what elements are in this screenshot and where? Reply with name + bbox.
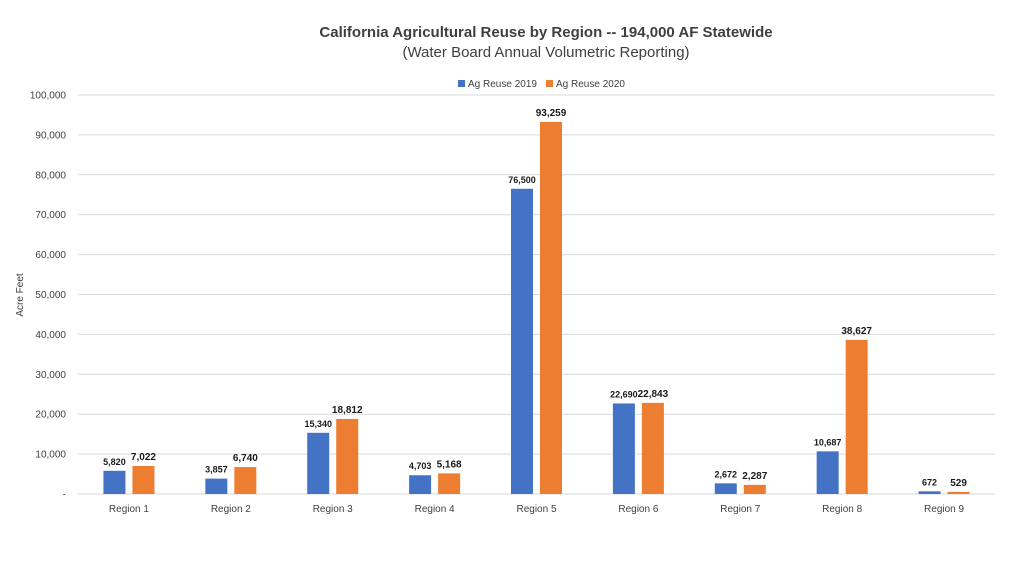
- legend-label: Ag Reuse 2020: [556, 79, 625, 90]
- y-tick-label: 20,000: [35, 410, 66, 421]
- x-category-label: Region 9: [924, 504, 964, 515]
- bar-2020: [641, 402, 664, 494]
- y-tick-label: 10,000: [35, 450, 66, 461]
- data-label: 529: [950, 478, 967, 489]
- data-label: 22,843: [638, 389, 669, 400]
- data-label: 10,687: [814, 437, 842, 447]
- y-axis-label: Acre Feet: [15, 273, 26, 317]
- y-tick-label: 70,000: [35, 210, 66, 221]
- legend-swatch: [458, 80, 465, 87]
- data-label: 38,627: [841, 326, 872, 337]
- bar-2019: [714, 483, 737, 494]
- bar-2019: [918, 491, 941, 494]
- x-category-label: Region 4: [415, 504, 455, 515]
- x-category-label: Region 7: [720, 504, 760, 515]
- x-category-label: Region 5: [516, 504, 556, 515]
- y-tick-label: -: [63, 490, 66, 501]
- y-tick-label: 50,000: [35, 290, 66, 301]
- data-label: 22,690: [610, 389, 638, 399]
- bar-2019: [307, 432, 330, 494]
- data-label: 18,812: [332, 405, 363, 416]
- legend-label: Ag Reuse 2019: [468, 79, 537, 90]
- chart-title: California Agricultural Reuse by Region …: [319, 24, 772, 41]
- bar-2020: [540, 121, 562, 494]
- bar-2019: [816, 451, 839, 494]
- data-label: 76,500: [508, 175, 536, 185]
- bar-2019: [612, 403, 635, 494]
- x-category-label: Region 3: [313, 504, 353, 515]
- x-category-label: Region 6: [618, 504, 658, 515]
- data-label: 7,022: [131, 452, 156, 463]
- data-label: 672: [922, 477, 937, 487]
- data-label: 6,740: [233, 453, 258, 464]
- bar-2020: [132, 465, 155, 494]
- x-category-label: Region 8: [822, 504, 862, 515]
- bar-2020: [438, 473, 461, 494]
- y-tick-label: 90,000: [35, 130, 66, 141]
- bar-2019: [511, 188, 533, 494]
- y-tick-label: 80,000: [35, 170, 66, 181]
- bar-2020: [845, 339, 868, 494]
- data-label: 4,703: [409, 461, 432, 471]
- data-label: 3,857: [205, 465, 228, 475]
- y-tick-label: 100,000: [30, 91, 67, 102]
- x-category-label: Region 2: [211, 504, 251, 515]
- bar-2020: [336, 418, 359, 494]
- data-label: 2,287: [742, 471, 767, 482]
- bar-2020: [947, 491, 970, 494]
- data-label: 5,820: [103, 457, 126, 467]
- y-tick-label: 60,000: [35, 250, 66, 261]
- bar-2019: [103, 470, 126, 494]
- bar-2020: [743, 484, 766, 494]
- x-category-label: Region 1: [109, 504, 149, 515]
- y-axis-ticks: - 10,000 20,000 30,000 40,000 50,000 60,000 70,…: [30, 91, 67, 501]
- y-tick-label: 40,000: [35, 330, 66, 341]
- gridlines: [78, 94, 995, 495]
- bar-2019: [205, 478, 228, 494]
- data-label: 5,168: [437, 459, 462, 470]
- legend-swatch: [546, 80, 553, 87]
- bars: [103, 121, 970, 494]
- x-axis-categories: Region 1 Region 2 Region 3 Region 4 Region 5…: [109, 504, 965, 515]
- legend: Ag Reuse 2019 Ag Reuse 2020: [458, 79, 625, 90]
- y-tick-label: 30,000: [35, 370, 66, 381]
- bar-2019: [409, 475, 432, 494]
- data-label: 15,340: [304, 419, 332, 429]
- data-label: 2,672: [715, 469, 738, 479]
- chart-subtitle: (Water Board Annual Volumetric Reporting…: [402, 44, 689, 61]
- bar-2020: [234, 467, 257, 494]
- data-label: 93,259: [536, 108, 567, 119]
